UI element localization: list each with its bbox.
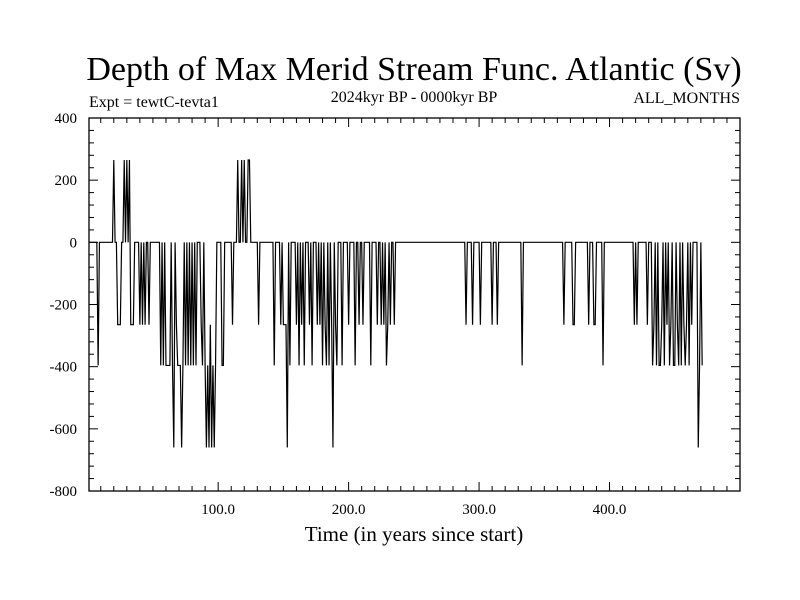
x-tick-label: 200.0 bbox=[332, 502, 366, 518]
x-tick-label: 100.0 bbox=[201, 502, 235, 518]
x-tick-label: 400.0 bbox=[593, 502, 627, 518]
chart-title: Depth of Max Merid Stream Func. Atlantic… bbox=[86, 51, 741, 88]
x-axis-title: Time (in years since start) bbox=[305, 522, 524, 546]
y-tick-label: 400 bbox=[55, 111, 78, 127]
y-tick-label: 200 bbox=[55, 173, 78, 189]
experiment-label: Expt = tewtC-tevta1 bbox=[89, 94, 219, 111]
season-label: ALL_MONTHS bbox=[633, 90, 740, 107]
plot-frame bbox=[88, 117, 741, 492]
y-tick-label: -800 bbox=[50, 484, 78, 500]
x-tick-label: 300.0 bbox=[462, 502, 496, 518]
y-tick-label: -600 bbox=[50, 422, 78, 438]
axis-ticks bbox=[89, 118, 740, 491]
y-tick-label: 0 bbox=[70, 235, 78, 251]
series-line bbox=[89, 159, 703, 448]
period-label: 2024kyr BP - 0000kyr BP bbox=[331, 89, 498, 106]
y-tick-label: -400 bbox=[50, 360, 78, 376]
y-tick-labels: 400 200 0 -200 -400 -600 -800 bbox=[50, 111, 78, 500]
y-tick-label: -200 bbox=[50, 298, 78, 314]
x-tick-labels: 100.0 200.0 300.0 400.0 bbox=[201, 502, 626, 518]
